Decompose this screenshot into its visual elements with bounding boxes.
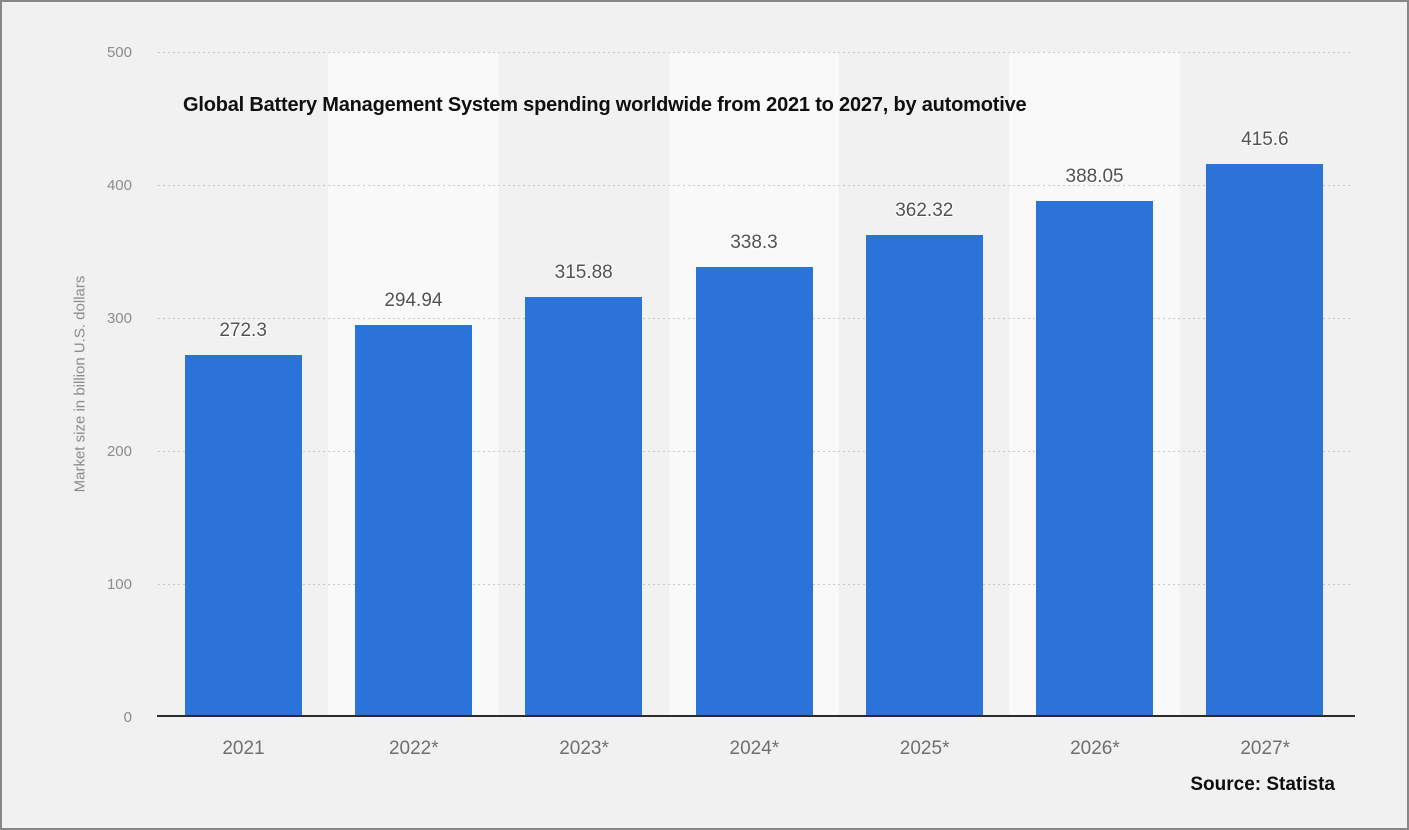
bar-2023 [525, 296, 643, 717]
x-axis-line [157, 715, 1355, 717]
bar-2026 [1036, 200, 1154, 717]
bar-2022 [354, 324, 472, 717]
x-tick-label-2025: 2025* [899, 738, 950, 759]
value-label-2026: 388.05 [1065, 165, 1124, 187]
x-tick-label-2026: 2026* [1070, 738, 1120, 759]
y-tick-label-200: 200 [106, 443, 132, 460]
source-label: Source: Statista [1190, 774, 1335, 795]
chart-title: Global Battery Management System spendin… [183, 94, 1027, 116]
x-tick-label-2027: 2027* [1240, 738, 1291, 759]
x-tick-label-2021: 2021 [222, 738, 265, 759]
bar-2027 [1206, 164, 1324, 717]
x-tick-label-2024: 2024* [729, 738, 780, 759]
value-label-2027: 415.6 [1241, 129, 1289, 151]
gridline-500 [158, 52, 1350, 53]
y-tick-label-0: 0 [123, 709, 132, 726]
y-tick-label-400: 400 [106, 177, 132, 194]
value-label-2023: 315.88 [554, 261, 613, 283]
value-label-2024: 338.3 [730, 232, 778, 254]
x-tick-label-2022: 2022* [388, 738, 439, 759]
bar-2021 [184, 354, 302, 717]
value-label-2022: 294.94 [384, 289, 443, 311]
y-tick-label-500: 500 [106, 44, 132, 61]
plot-area: 272.3 294.94 315.88 338.3 362.32 388.05 415.6 [158, 52, 1350, 717]
value-label-2025: 362.32 [895, 200, 954, 222]
value-label-2021: 272.3 [219, 319, 267, 341]
x-tick-label-2023: 2023* [559, 738, 609, 759]
bar-2025 [865, 235, 983, 717]
gridline-400 [158, 185, 1350, 186]
y-tick-label-100: 100 [106, 576, 132, 593]
y-tick-label-300: 300 [106, 310, 132, 327]
bar-2024 [695, 267, 813, 717]
